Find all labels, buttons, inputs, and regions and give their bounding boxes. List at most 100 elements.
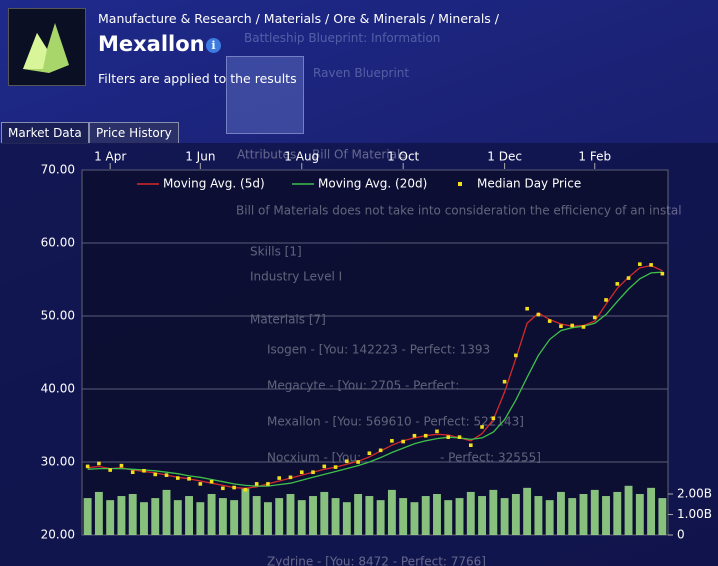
y-tick-label: 50.00 xyxy=(41,309,75,323)
bg-tab: Attributes xyxy=(237,148,296,162)
bg-line: Nocxium - [You: xyxy=(267,451,361,465)
legend-label: Moving Avg. (20d) xyxy=(318,177,427,191)
price-dot xyxy=(378,448,383,453)
price-dot xyxy=(175,476,180,480)
volume-bar xyxy=(399,498,408,535)
price-dot xyxy=(491,416,496,420)
price-dot xyxy=(130,470,135,475)
price-dot xyxy=(221,486,225,491)
volume-bar xyxy=(500,498,509,535)
price-dot xyxy=(525,306,529,311)
volume-bar xyxy=(658,498,667,535)
volume-bar xyxy=(410,502,419,535)
tab[interactable]: Market Data xyxy=(1,122,89,144)
volume-bar xyxy=(106,500,115,535)
bg-note: Bill of Materials does not take into con… xyxy=(236,204,682,218)
volume-bar xyxy=(489,489,498,535)
volume-bar xyxy=(151,498,160,535)
volume-bar xyxy=(421,496,430,535)
price-dot xyxy=(559,324,563,329)
volume-bar xyxy=(534,496,543,535)
price-dot xyxy=(119,463,124,468)
price-dot xyxy=(536,312,541,317)
price-dot xyxy=(649,263,653,267)
volume-bar xyxy=(556,491,565,535)
volume-bar xyxy=(196,502,205,535)
volume-bar xyxy=(140,502,148,535)
volume-bar xyxy=(455,498,464,535)
crystal-face xyxy=(23,33,47,69)
bg-item-icon xyxy=(226,56,304,134)
volume-bar xyxy=(252,496,261,535)
volume-bar xyxy=(568,498,577,535)
price-dot xyxy=(547,319,552,323)
volume-bar xyxy=(320,491,329,535)
price-dot xyxy=(266,482,270,486)
price-dot xyxy=(153,472,158,477)
price-dot xyxy=(164,473,169,477)
volume-bar xyxy=(590,489,599,535)
price-dot xyxy=(446,435,451,439)
x-tick-label: 1 Jun xyxy=(185,150,215,164)
x-tick-label: 1 Dec xyxy=(487,150,522,164)
price-dot xyxy=(187,476,191,481)
volume-bar xyxy=(579,493,588,535)
price-dot xyxy=(412,433,417,438)
info-icon[interactable]: i xyxy=(206,38,221,53)
volume-bar xyxy=(241,487,250,535)
volume-bar xyxy=(309,496,317,535)
series-line xyxy=(87,271,663,487)
volume-bar xyxy=(117,496,126,535)
volume-bar xyxy=(162,489,171,535)
volume-bar xyxy=(466,491,475,535)
bg-line: - Perfect: 32555] xyxy=(440,451,541,465)
filter-note: Filters are applied to the results xyxy=(98,71,297,86)
price-dot xyxy=(401,439,405,444)
price-dot xyxy=(514,353,518,358)
breadcrumb[interactable]: Manufacture & Research / Materials / Ore… xyxy=(98,11,499,26)
price-dot xyxy=(581,325,586,329)
price-dot xyxy=(209,479,214,484)
crystal-icon xyxy=(23,23,69,73)
volume-bar xyxy=(207,493,216,535)
volume-bar xyxy=(433,493,441,535)
volume-bar xyxy=(173,500,182,535)
price-dot xyxy=(390,439,394,443)
price-dot xyxy=(85,464,90,469)
volume-bar xyxy=(354,493,363,535)
volume-bar xyxy=(613,491,622,535)
volume-bar xyxy=(94,491,103,535)
volume-bar xyxy=(387,489,396,535)
volume-bar xyxy=(286,493,295,535)
x-tick-label: 1 Apr xyxy=(94,150,126,164)
price-dot xyxy=(142,468,146,473)
price-dot xyxy=(333,465,338,469)
price-dot xyxy=(570,323,575,328)
bg-item-name: Raven Blueprint xyxy=(313,66,410,80)
bg-line: Skills [1] xyxy=(250,245,302,259)
x-tick-label: 1 Aug xyxy=(284,150,319,164)
volume-bar xyxy=(511,493,520,535)
y2-tick-label: 1.00B xyxy=(677,507,712,521)
price-dot xyxy=(423,433,428,438)
y-tick-label: 30.00 xyxy=(41,455,75,469)
x-tick-label: 1 Feb xyxy=(578,150,611,164)
y-tick-label: 40.00 xyxy=(41,382,75,396)
price-dot xyxy=(660,271,665,276)
volume-bar xyxy=(297,500,306,535)
price-dot xyxy=(322,464,327,469)
price-dot xyxy=(435,429,439,434)
volume-bar xyxy=(523,487,532,535)
volume-bar xyxy=(602,496,610,535)
price-dot xyxy=(232,485,236,490)
price-dot xyxy=(243,487,248,492)
price-dot xyxy=(604,298,608,302)
price-dot xyxy=(311,470,315,475)
bg-line: Mexallon - [You: 569610 - Perfect: 52214… xyxy=(267,415,524,429)
volume-bar xyxy=(647,487,656,535)
volume-bar xyxy=(230,500,239,535)
item-title: Mexallon xyxy=(98,32,205,56)
volume-bar xyxy=(478,496,487,535)
price-dot xyxy=(345,459,349,464)
